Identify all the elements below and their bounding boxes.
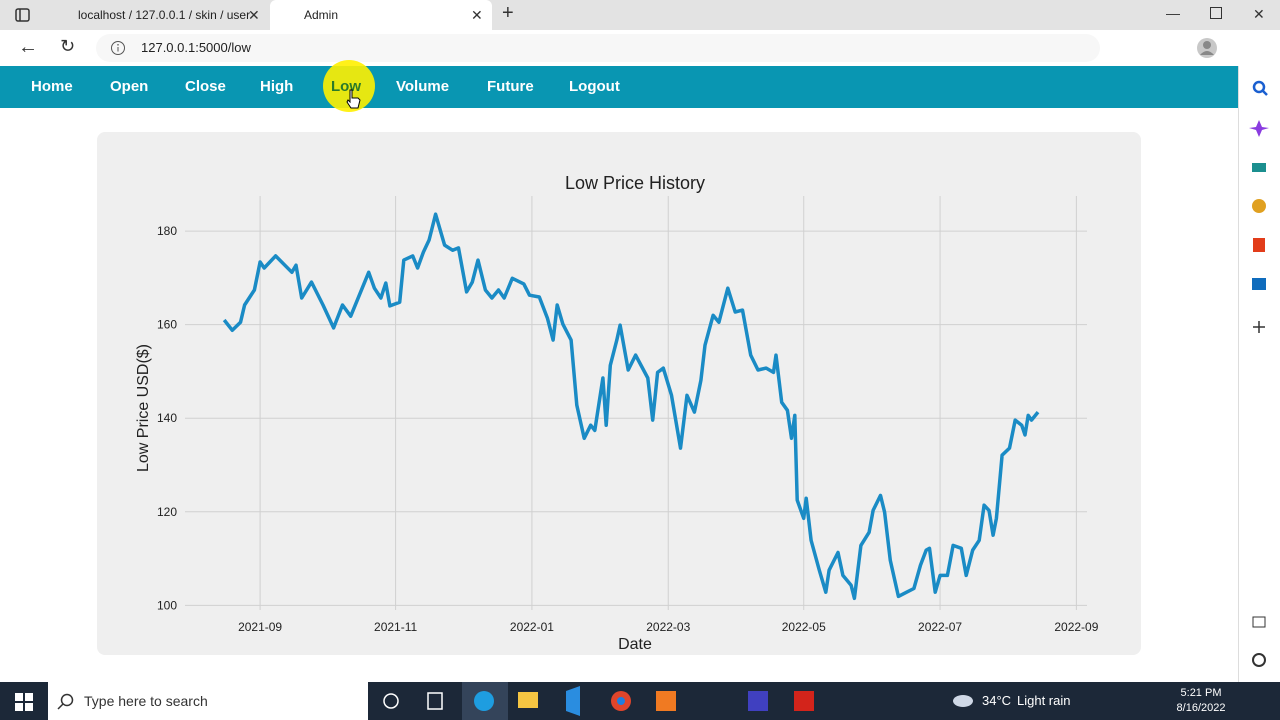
x-tick-label: 2022-01 xyxy=(510,620,554,634)
data-line xyxy=(222,212,1040,601)
clock[interactable]: 5:21 PM 8/16/2022 xyxy=(1168,686,1234,716)
chart: Low Price History Date Low Price USD($) … xyxy=(135,173,1099,653)
nav-link[interactable]: Low xyxy=(331,78,361,95)
start-button[interactable] xyxy=(14,692,34,712)
back-button[interactable]: ← xyxy=(18,36,38,58)
y-axis-label: Low Price USD($) xyxy=(135,344,152,472)
edge-sidebar xyxy=(1238,66,1280,682)
time: 5:21 PM xyxy=(1180,687,1222,699)
y-tick-label: 160 xyxy=(157,318,177,332)
y-tick-label: 140 xyxy=(157,411,177,425)
x-tick-label: 2022-09 xyxy=(1054,620,1098,634)
browser-tab[interactable]: localhost / 127.0.0.1 / skin / user xyxy=(78,8,251,22)
y-tick-label: 100 xyxy=(157,598,177,612)
close-window[interactable]: ✕ xyxy=(1253,6,1265,22)
new-tab[interactable]: + xyxy=(502,2,514,24)
nav-link[interactable]: Home xyxy=(31,78,73,95)
nav-link[interactable]: Open xyxy=(110,78,149,95)
date: 8/16/2022 xyxy=(1176,702,1226,714)
sidebar-icons xyxy=(1249,80,1269,667)
search-icon xyxy=(57,693,74,710)
url-box[interactable] xyxy=(96,34,1100,62)
weather-icon xyxy=(953,695,973,707)
profile-icon[interactable] xyxy=(1196,37,1218,59)
y-tick-label: 180 xyxy=(157,224,177,238)
weather-temperature[interactable]: 34°C xyxy=(982,693,1012,708)
tab-close[interactable]: ✕ xyxy=(471,7,483,23)
tab-close[interactable]: ✕ xyxy=(248,7,260,23)
x-tick-label: 2021-11 xyxy=(374,620,417,634)
nav-link[interactable]: Close xyxy=(185,78,226,95)
x-tick-label: 2022-07 xyxy=(918,620,962,634)
taskbar-search[interactable]: Type here to search xyxy=(48,682,368,720)
taskbar-apps xyxy=(383,682,814,720)
minimize[interactable]: — xyxy=(1166,5,1180,21)
nav-bar xyxy=(0,66,1238,108)
weather-text[interactable]: Light rain xyxy=(1017,693,1071,708)
nav-link[interactable]: Logout xyxy=(569,78,620,95)
chart-title: Low Price History xyxy=(565,173,705,193)
x-tick-label: 2022-05 xyxy=(782,620,826,634)
url-text[interactable]: 127.0.0.1:5000/low xyxy=(141,40,251,55)
chart-card xyxy=(97,132,1141,655)
mouse-cursor xyxy=(346,88,362,115)
nav-link[interactable]: Volume xyxy=(396,78,450,95)
nav-link[interactable]: High xyxy=(260,78,294,95)
chart-area: Low Price History Date Low Price USD($) … xyxy=(97,132,1141,655)
browser-tab[interactable]: Admin xyxy=(270,0,492,30)
tab-actions-icon[interactable] xyxy=(14,7,32,23)
x-tick-label: 2022-03 xyxy=(646,620,690,634)
tab-strip xyxy=(0,0,1280,30)
site-info-icon[interactable] xyxy=(110,40,126,56)
maximize[interactable] xyxy=(1210,7,1222,19)
x-tick-label: 2021-09 xyxy=(238,620,282,634)
x-axis-label: Date xyxy=(618,636,652,653)
nav-link[interactable]: Future xyxy=(487,78,534,95)
reload-button[interactable]: ↻ xyxy=(60,36,76,56)
y-tick-label: 120 xyxy=(157,505,177,519)
